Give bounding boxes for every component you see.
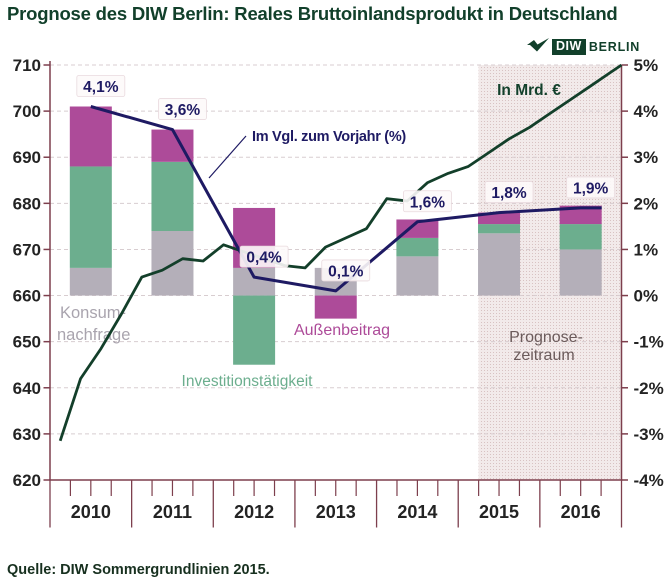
x-axis-year-label: 2015: [479, 502, 519, 522]
source-note: Quelle: DIW Sommergrundlinien 2015.: [7, 562, 270, 578]
diw-checkmark-icon: [527, 37, 549, 57]
in-mrd-euro-label: In Mrd. €: [497, 82, 561, 99]
investitionstaetigkeit-label: Investitionstätigkeit: [182, 373, 314, 390]
diw-logo: DIW BERLIN: [527, 37, 641, 57]
left-axis-tick-label: 620: [13, 471, 41, 490]
konsumnachfrage-label: nachfrage: [57, 326, 130, 344]
x-axis-year-label: 2012: [234, 502, 274, 522]
right-axis-tick-label: -1%: [634, 333, 664, 352]
bar-segment-konsumnachfrage: [233, 267, 276, 296]
x-axis-year-label: 2014: [397, 502, 437, 522]
bar-segment-investitionstätigkeit: [396, 237, 439, 257]
right-axis-tick-label: 4%: [634, 102, 659, 121]
page-title: Prognose des DIW Berlin: Reales Bruttoin…: [7, 3, 618, 24]
growth-line-callout: Im Vgl. zum Vorjahr (%): [208, 129, 407, 179]
right-axis-tick-label: 2%: [634, 194, 659, 213]
left-axis-tick-label: 660: [13, 287, 41, 306]
bar-segment-außenbeitrag: [396, 219, 439, 238]
right-axis-tick-label: -3%: [634, 425, 664, 444]
bar-segment-investitionstätigkeit: [69, 166, 112, 268]
left-axis-tick-label: 640: [13, 379, 41, 398]
right-axis-tick-label: -2%: [634, 379, 664, 398]
konsumnachfrage-label: Konsum-: [60, 304, 126, 322]
left-axis-tick-label: 630: [13, 425, 41, 444]
diw-logo-text: DIW: [552, 39, 586, 55]
growth-value-label: 3,6%: [165, 102, 201, 119]
contribution-bars: [69, 106, 602, 365]
bar-segment-außenbeitrag: [69, 106, 112, 167]
bar-segment-investitionstätigkeit: [559, 224, 602, 250]
axis-labels: 620 630 640 650 660 670 680 690 700 710 -4% -3% -2% -…: [13, 56, 664, 522]
bar-segment-außenbeitrag: [559, 205, 602, 225]
x-axis-year-label: 2011: [153, 502, 192, 522]
growth-value-label: 1,6%: [410, 194, 446, 211]
right-axis-tick-label: 1%: [634, 240, 659, 259]
bar-segment-investitionstätigkeit: [478, 224, 521, 234]
left-axis-tick-label: 710: [13, 56, 41, 75]
left-axis-tick-label: 690: [13, 148, 41, 167]
gdp-forecast-chart: 620 630 640 650 660 670 680 690 700 710 -4% -3% -2% -…: [13, 56, 664, 528]
prognosezeitraum-label: zeitraum: [513, 347, 574, 364]
berlin-logo-text: BERLIN: [588, 40, 641, 54]
x-axis-year-label: 2010: [71, 502, 111, 522]
left-axis-tick-label: 700: [13, 102, 41, 121]
growth-value-label: 1,8%: [491, 185, 527, 202]
left-axis-tick-label: 650: [13, 333, 41, 352]
x-axis-year-label: 2013: [316, 502, 356, 522]
bar-segment-außenbeitrag: [478, 212, 521, 225]
left-axis-tick-label: 670: [13, 240, 41, 259]
right-axis-tick-label: 0%: [634, 287, 659, 306]
x-axis-year-label: 2016: [561, 502, 601, 522]
growth-point-labels: 4,1% 3,6% 0,4% 0,1% 1,6% 1,8% 1,9%: [76, 75, 616, 282]
bar-segment-konsumnachfrage: [559, 249, 602, 296]
left-axis-tick-label: 680: [13, 194, 41, 213]
growth-value-label: 1,9%: [573, 180, 609, 197]
gdp-level-line: [58, 63, 623, 442]
bar-segment-investitionstätigkeit: [233, 295, 276, 365]
right-axis-tick-label: -4%: [634, 471, 664, 490]
growth-line-label: Im Vgl. zum Vorjahr (%): [252, 129, 406, 145]
bar-segment-investitionstätigkeit: [151, 161, 194, 231]
bar-segment-konsumnachfrage: [69, 267, 112, 296]
bar-segment-konsumnachfrage: [396, 256, 439, 296]
series-labels: Konsum-nachfrage Investitionstätigkeit Auß…: [57, 82, 583, 390]
growth-rate-line: [90, 105, 602, 293]
bar-segment-außenbeitrag: [314, 295, 357, 319]
right-axis-tick-label: 5%: [634, 56, 659, 75]
growth-value-label: 0,4%: [246, 250, 282, 267]
growth-value-label: 0,1%: [328, 263, 364, 280]
prognosezeitraum-label: Prognose-: [509, 329, 583, 346]
bar-segment-konsumnachfrage: [478, 233, 521, 296]
growth-value-label: 4,1%: [83, 79, 119, 96]
right-axis-tick-label: 3%: [634, 148, 659, 167]
aussenbeitrag-label: Außenbeitrag: [294, 322, 390, 339]
axes: [43, 61, 628, 528]
